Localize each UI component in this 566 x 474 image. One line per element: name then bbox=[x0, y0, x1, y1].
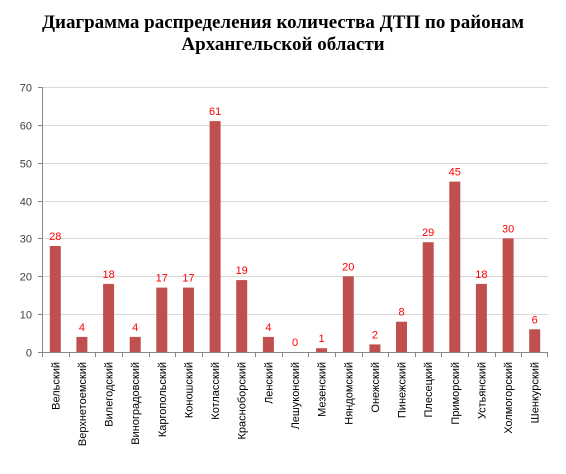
bar bbox=[422, 242, 434, 352]
y-tick-label: 30 bbox=[20, 234, 32, 246]
x-tick-label: Устьянский bbox=[476, 362, 488, 419]
data-label: 28 bbox=[49, 231, 61, 243]
x-tick-label: Виноградовский bbox=[130, 362, 142, 445]
bar bbox=[76, 336, 88, 352]
bar bbox=[342, 276, 354, 352]
bar bbox=[49, 246, 61, 352]
x-tick-label: Верхнетоемский bbox=[77, 362, 89, 446]
bar bbox=[156, 287, 168, 352]
x-tick-label: Плесецкий bbox=[423, 362, 435, 417]
bar bbox=[475, 283, 487, 352]
bar bbox=[502, 238, 514, 352]
data-label: 4 bbox=[79, 322, 85, 334]
x-tick-label: Лешуконский bbox=[290, 362, 302, 429]
y-tick-label: 60 bbox=[20, 121, 32, 133]
bar bbox=[529, 329, 541, 352]
x-tick-labels: Вельский Верхнетоемский Вилегодский Виногра… bbox=[50, 362, 541, 446]
x-tick-label: Вельский bbox=[50, 362, 62, 410]
bar bbox=[209, 121, 221, 352]
x-tick-label: Каргопольский bbox=[157, 362, 169, 437]
data-label: 17 bbox=[156, 273, 168, 285]
bar bbox=[369, 344, 381, 352]
data-label: 4 bbox=[265, 322, 271, 334]
x-tick-label: Няндомский bbox=[343, 362, 355, 425]
x-tick-label: Котласский bbox=[210, 362, 222, 420]
data-label: 4 bbox=[132, 322, 138, 334]
y-tick-label: 10 bbox=[20, 310, 32, 322]
x-tick-label: Коношский bbox=[184, 362, 196, 418]
axes bbox=[38, 87, 548, 357]
y-tick-labels: 0 10 20 30 40 50 60 70 bbox=[20, 83, 32, 360]
data-label: 1 bbox=[319, 333, 325, 345]
data-label: 0 bbox=[292, 337, 298, 349]
chart-title: Диаграмма распределения количества ДТП п… bbox=[0, 12, 566, 56]
bars bbox=[49, 121, 541, 352]
data-label: 29 bbox=[422, 227, 434, 239]
bar bbox=[449, 181, 461, 352]
data-label: 30 bbox=[502, 223, 514, 235]
x-tick-label: Ленский bbox=[263, 362, 275, 404]
bar bbox=[103, 283, 115, 352]
bar bbox=[396, 321, 407, 352]
data-label: 18 bbox=[475, 269, 487, 281]
y-tick-label: 0 bbox=[26, 348, 32, 360]
bar bbox=[236, 280, 248, 352]
data-label: 2 bbox=[372, 329, 378, 341]
chart-title-line-2: Архангельской области bbox=[181, 34, 385, 55]
bar bbox=[262, 336, 274, 352]
x-tick-label: Шенкурский bbox=[530, 362, 542, 423]
data-label: 18 bbox=[102, 269, 114, 281]
gridlines bbox=[42, 87, 548, 315]
y-tick-label: 20 bbox=[20, 272, 32, 284]
data-label: 45 bbox=[449, 167, 461, 179]
bar bbox=[183, 287, 194, 352]
data-label: 17 bbox=[182, 273, 194, 285]
y-tick-label: 70 bbox=[20, 83, 32, 95]
y-tick-label: 50 bbox=[20, 159, 32, 171]
data-label: 8 bbox=[398, 307, 404, 319]
x-tick-label: Приморский bbox=[450, 362, 462, 425]
y-tick-label: 40 bbox=[20, 197, 32, 209]
x-tick-label: Мезенский bbox=[317, 362, 329, 417]
data-label: 19 bbox=[236, 265, 248, 277]
bar bbox=[316, 348, 328, 352]
x-tick-label: Пинежский bbox=[397, 362, 409, 418]
chart-title-line-1: Диаграмма распределения количества ДТП п… bbox=[41, 12, 525, 33]
x-tick-label: Красноборский bbox=[237, 362, 249, 439]
x-tick-label: Холмогорский bbox=[503, 362, 515, 434]
data-label: 20 bbox=[342, 261, 354, 273]
x-tick-label: Онежский bbox=[370, 362, 382, 413]
data-label: 61 bbox=[209, 106, 221, 118]
data-label: 6 bbox=[532, 314, 538, 326]
bar bbox=[129, 336, 141, 352]
x-tick-label: Вилегодский bbox=[104, 362, 116, 427]
